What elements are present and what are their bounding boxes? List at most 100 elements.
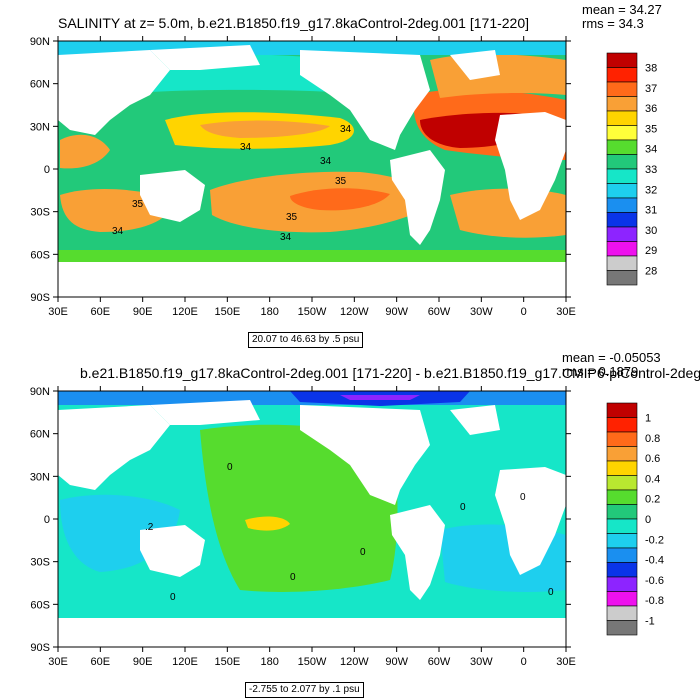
colorbar-swatch [606,226,638,242]
bottom-map-panel: 30E 60E 90E 120E 150E 180 150W 120W 90W 60W 30W 0 30… [0,350,700,700]
colorbar-label: 38 [645,63,657,75]
colorbar-swatch [606,139,638,155]
map-field [58,391,566,647]
colorbar-swatch [606,591,638,607]
lon-tick-label: 60W [428,656,451,668]
colorbar-swatch [606,67,638,83]
colorbar-label: 34 [645,144,657,156]
lat-tick-label: 60N [30,79,50,91]
axis-ticks: 30E 60E 90E 120E 150E 180 150W 120W 90W 60W 30W 0 30… [30,386,576,668]
land-antarctica [58,262,566,297]
colorbar-swatch [606,620,638,636]
south-atlantic-high [450,188,566,238]
south-pacific-core [290,188,390,211]
lon-tick-label: 30E [48,656,68,668]
lat-tick-label: 90S [30,642,50,654]
land-asia [58,50,170,135]
lon-tick-label: 120E [172,656,198,668]
colorbar-label: 0.6 [645,453,660,465]
colorbar-swatch [606,125,638,141]
colorbar-swatch [606,562,638,578]
panel-title: b.e21.B1850.f19_g17.8kaControl-2deg.001 … [80,365,700,381]
land-australia [140,170,205,222]
arabian-sea [60,134,110,169]
contour-label: 0 [290,572,296,583]
colorbar-swatch [606,154,638,170]
arctic-core [340,395,420,400]
colorbar-label: 0.4 [645,473,660,485]
colorbar-label: -0.4 [645,555,664,567]
contour-label: 0 [520,492,526,503]
land-australia [140,525,205,577]
land-masses [58,45,566,297]
lon-tick-label: 30W [470,306,493,318]
lon-tick-label: 180 [260,306,278,318]
lat-tick-label: 30N [30,471,50,483]
colorbar-swatch [606,255,638,271]
land-south-america [390,505,445,600]
contour-range-box: -2.755 to 2.077 by .1 psu [245,682,364,698]
colorbar-swatch [606,417,638,433]
colorbar-swatch [606,81,638,97]
lat-tick-label: 30N [30,121,50,133]
lon-tick-label: 90W [385,306,408,318]
colorbar-swatch [606,110,638,126]
map-field [58,41,566,297]
lon-tick-label: 60E [91,306,111,318]
lon-tick-label: 90W [385,656,408,668]
colorbar-swatch [606,504,638,520]
colorbar-label: -0.6 [645,575,664,587]
contour-label: 35 [132,199,144,210]
colorbar-label: 30 [645,225,657,237]
land-siberia [150,45,260,70]
colorbar-label: -0.8 [645,595,664,607]
contour-label: 34 [240,142,252,153]
contour-label: 34 [340,124,352,135]
colorbar-swatch [606,183,638,199]
contour-labels: 0 0 0 0 .2 0 0 0 [145,462,554,603]
colorbar-swatch [606,212,638,228]
land-siberia [150,400,260,425]
lon-tick-label: 90E [133,656,153,668]
colorbar-label: 32 [645,184,657,196]
colorbar-swatch [606,460,638,476]
lon-tick-label: 120W [340,306,369,318]
colorbar-label: 33 [645,164,657,176]
land-asia [58,405,170,490]
colorbar-swatch [606,197,638,213]
difference-map: 30E 60E 90E 120E 150E 180 150W 120W 90W 60W 30W 0 30… [30,350,700,668]
colorbar-label: -0.2 [645,534,664,546]
rms-text: rms = 34.3 [582,16,644,31]
lon-tick-label: 150E [214,656,240,668]
colorbar-swatch [606,576,638,592]
lat-tick-label: 0 [44,514,50,526]
land-antarctica [58,618,566,647]
lon-tick-label: 150W [298,306,327,318]
land-greenland [450,50,500,80]
lon-tick-label: 60W [428,306,451,318]
lat-tick-label: 0 [44,164,50,176]
lon-tick-label: 30W [470,656,493,668]
contour-label: 35 [286,212,298,223]
lat-tick-label: 30S [30,557,50,569]
salinity-map: 30E 60E 90E 120E 150E 180 150W 120W 90W 60W 30W 0 30… [30,2,662,318]
colorbar-swatch [606,533,638,549]
land-africa [495,467,566,575]
north-atlantic-subpolar [430,54,566,98]
colorbar-swatch [606,431,638,447]
lat-tick-label: 30S [30,207,50,219]
panel-title: SALINITY at z= 5.0m, b.e21.B1850.f19_g17… [58,15,529,31]
land-south-america [390,150,445,245]
colorbar-swatch [606,96,638,112]
axis-ticks: 30E 60E 90E 120E 150E 180 150W 120W 90W 60W 30W 0 30… [30,36,576,318]
colorbar-label: 29 [645,245,657,257]
mean-text: mean = -0.05053 [562,350,661,365]
lon-tick-label: 150W [298,656,327,668]
lat-tick-label: 60S [30,249,50,261]
colorbar-swatch [606,547,638,563]
colorbar-swatch [606,605,638,621]
lat-tick-label: 90S [30,292,50,304]
contour-label: 0 [460,502,466,513]
colorbar-swatch [606,518,638,534]
lon-tick-label: 180 [260,656,278,668]
